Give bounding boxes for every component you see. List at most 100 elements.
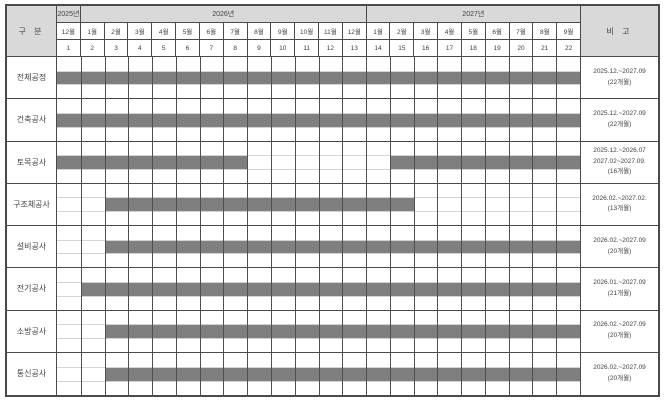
remarks-line: (22개월) xyxy=(607,78,632,86)
month-gridline xyxy=(556,57,558,99)
month-gridline xyxy=(342,183,344,225)
month-header: 8월 xyxy=(247,23,272,40)
month-gridline xyxy=(223,183,225,225)
month-gridline xyxy=(104,310,106,352)
month-gridline xyxy=(556,226,558,268)
month-number: 2 xyxy=(80,40,105,57)
month-gridline xyxy=(247,183,249,225)
corner-header-category: 구 분 xyxy=(7,6,57,57)
month-gridline xyxy=(366,141,368,183)
month-gridline xyxy=(175,310,177,352)
month-gridline xyxy=(389,268,391,310)
month-gridline xyxy=(532,268,534,310)
month-gridline xyxy=(175,352,177,395)
month-number: 14 xyxy=(366,40,391,57)
month-gridline xyxy=(270,310,272,352)
month-gridline xyxy=(366,183,368,225)
gantt-schedule-table: 구 분 비 고 2025년 2026년 2027년 12월 1월 2월 3월 4월 5월 6월 7월… xyxy=(5,4,660,397)
month-gridline xyxy=(104,352,106,395)
month-gridline xyxy=(437,183,439,225)
month-gridline xyxy=(366,226,368,268)
month-header: 3월 xyxy=(128,23,153,40)
month-gridline xyxy=(128,268,130,310)
month-number: 1 xyxy=(57,40,81,57)
task-remarks: 2026.02.~2027.09 (20개월) xyxy=(581,311,658,353)
month-gridline xyxy=(484,268,486,310)
month-gridline xyxy=(556,310,558,352)
month-gridline xyxy=(342,57,344,99)
month-number: 16 xyxy=(414,40,439,57)
month-number: 15 xyxy=(390,40,415,57)
month-gridline xyxy=(270,183,272,225)
month-gridline xyxy=(294,141,296,183)
month-gridline xyxy=(128,310,130,352)
month-gridline xyxy=(437,141,439,183)
month-gridline xyxy=(80,141,82,183)
month-gridline xyxy=(413,310,415,352)
task-label: 전기공사 xyxy=(7,268,57,311)
month-gridline xyxy=(247,57,249,99)
task-timeline-track xyxy=(57,99,581,142)
month-gridline xyxy=(294,57,296,99)
task-timeline-track xyxy=(57,57,581,100)
month-gridline xyxy=(484,57,486,99)
gantt-bar xyxy=(104,366,580,382)
month-number: 4 xyxy=(128,40,153,57)
month-gridline xyxy=(152,141,154,183)
month-gridline xyxy=(556,352,558,395)
task-timeline-track xyxy=(57,310,581,353)
month-gridline xyxy=(318,352,320,395)
month-gridline xyxy=(413,183,415,225)
month-gridline xyxy=(80,183,82,225)
month-gridline xyxy=(342,352,344,395)
gantt-bar xyxy=(80,281,580,296)
month-number: 19 xyxy=(485,40,510,57)
month-gridline xyxy=(342,226,344,268)
month-gridline xyxy=(128,57,130,99)
month-gridline xyxy=(532,352,534,395)
task-label: 소방공사 xyxy=(7,310,57,353)
task-timeline-track xyxy=(57,352,581,395)
month-gridline xyxy=(508,99,510,141)
month-gridline xyxy=(532,310,534,352)
month-gridline xyxy=(437,226,439,268)
month-gridline xyxy=(175,183,177,225)
month-gridline xyxy=(532,183,534,225)
month-gridline xyxy=(247,99,249,141)
remarks-line: (22개월) xyxy=(607,120,632,128)
month-gridline xyxy=(175,268,177,310)
task-label: 설비공사 xyxy=(7,226,57,269)
month-gridline xyxy=(413,268,415,310)
task-timeline-track xyxy=(57,183,581,226)
month-number: 18 xyxy=(461,40,486,57)
month-gridline xyxy=(199,57,201,99)
month-gridline xyxy=(532,141,534,183)
task-timeline-track xyxy=(57,226,581,269)
month-number: 7 xyxy=(199,40,224,57)
month-gridline xyxy=(484,99,486,141)
month-header: 2월 xyxy=(104,23,129,40)
month-gridline xyxy=(80,352,82,395)
month-gridline xyxy=(104,226,106,268)
task-label: 건축공사 xyxy=(7,99,57,142)
remarks-line: (20개월) xyxy=(607,374,632,382)
month-gridline xyxy=(199,226,201,268)
year-header: 2027년 xyxy=(366,6,581,23)
month-gridline xyxy=(175,226,177,268)
remarks-line: 2025.12.~2027.09 xyxy=(593,67,646,75)
task-label: 구조체공사 xyxy=(7,183,57,226)
month-gridline xyxy=(556,99,558,141)
remarks-line: (16개월) xyxy=(607,168,632,176)
month-gridline xyxy=(152,183,154,225)
month-gridline xyxy=(80,226,82,268)
month-gridline xyxy=(318,226,320,268)
year-header: 2026년 xyxy=(80,6,367,23)
month-number: 10 xyxy=(271,40,296,57)
month-gridline xyxy=(247,352,249,395)
month-header: 4월 xyxy=(438,23,462,40)
month-gridline xyxy=(437,352,439,395)
month-gridline xyxy=(556,141,558,183)
month-gridline xyxy=(437,99,439,141)
month-gridline xyxy=(294,183,296,225)
month-header: 1월 xyxy=(80,23,105,40)
